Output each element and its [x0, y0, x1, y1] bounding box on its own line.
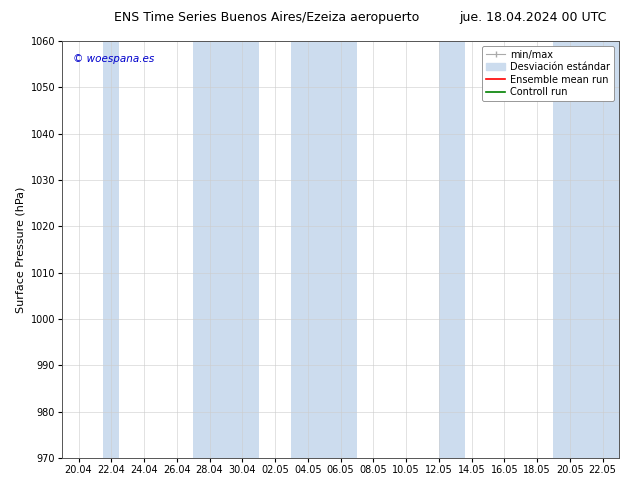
Text: jue. 18.04.2024 00 UTC: jue. 18.04.2024 00 UTC — [459, 11, 606, 24]
Legend: min/max, Desviación estándar, Ensemble mean run, Controll run: min/max, Desviación estándar, Ensemble m… — [482, 46, 614, 101]
Bar — [193, 41, 259, 458]
Bar — [103, 41, 119, 458]
Bar — [292, 41, 357, 458]
Y-axis label: Surface Pressure (hPa): Surface Pressure (hPa) — [15, 186, 25, 313]
Bar — [553, 41, 619, 458]
Text: ENS Time Series Buenos Aires/Ezeiza aeropuerto: ENS Time Series Buenos Aires/Ezeiza aero… — [113, 11, 419, 24]
Bar — [439, 41, 465, 458]
Text: © woespana.es: © woespana.es — [74, 53, 155, 64]
